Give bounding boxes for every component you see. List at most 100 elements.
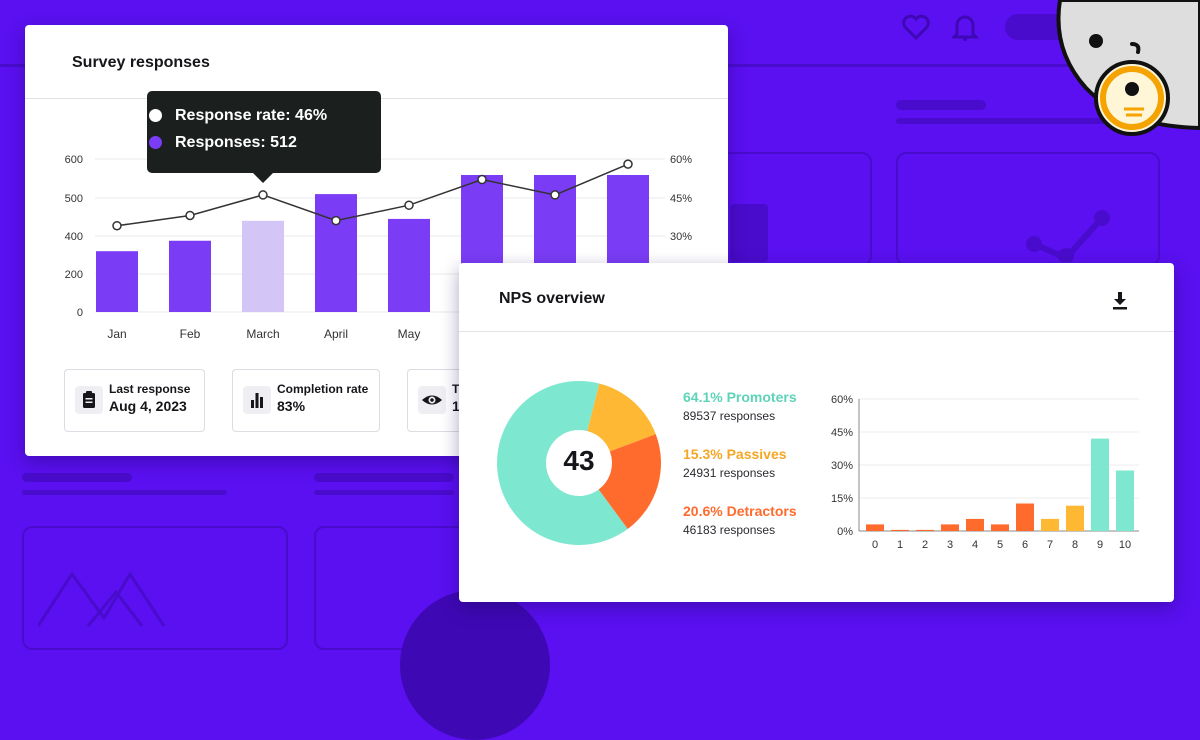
stat-label: Completion rate [277, 382, 369, 396]
x-tick-label: March [246, 327, 279, 341]
donut-slice [497, 381, 628, 545]
bar [891, 529, 909, 531]
legend-count: 24931 responses [683, 466, 776, 480]
y2-tick-label: 45% [670, 193, 692, 205]
bar [388, 218, 430, 312]
eye-icon [418, 386, 446, 414]
nps-score: 43 [563, 445, 595, 476]
bar [991, 524, 1009, 531]
x-tick-label: 0 [872, 539, 878, 551]
stat-value: 83% [277, 398, 306, 414]
clipboard-icon [75, 386, 103, 414]
stat-value: Aug 4, 2023 [109, 398, 187, 414]
x-tick-label: 1 [897, 539, 903, 551]
x-tick-label: 8 [1072, 539, 1078, 551]
x-tick-label: April [324, 327, 348, 341]
bar [242, 220, 284, 312]
y-tick-label: 500 [65, 193, 83, 205]
donut-slice [587, 383, 656, 452]
line-point [623, 159, 633, 169]
x-tick-label: 9 [1097, 539, 1103, 551]
bg-label [896, 100, 986, 110]
tooltip-rate-row: Response rate: 46% [149, 107, 328, 125]
bar [315, 194, 357, 312]
legend-pct: 20.6% Detractors [683, 503, 797, 519]
nps-donut-chart [497, 381, 661, 545]
heart-icon [902, 14, 930, 45]
bar [866, 524, 884, 531]
bar [941, 524, 959, 531]
x-tick-label: 5 [997, 539, 1003, 551]
y-tick-label: 30% [831, 460, 853, 472]
x-tick-label: 10 [1119, 539, 1131, 551]
mascot-illustration [1052, 0, 1200, 147]
survey-chart: 0 200 400 500 600 30% 45% 60% Jan Feb March April Ma… [65, 154, 693, 341]
tooltip-responses-row: Responses: 512 [149, 134, 297, 152]
rate-dot [149, 109, 162, 122]
legend-passives: 15.3% Passives 24931 responses [683, 446, 787, 480]
y-tick-label: 0 [77, 307, 83, 319]
legend-pct: 64.1% Promoters [683, 389, 797, 405]
bg-label [22, 473, 132, 482]
tooltip-arrow [252, 172, 274, 183]
nps-card: NPS overview 43 64.1% Promoters 89537 re… [459, 263, 1174, 602]
y-tick-label: 60% [831, 394, 853, 406]
bar [1091, 438, 1109, 531]
y-tick-label: 45% [831, 427, 853, 439]
y2-tick-label: 30% [670, 231, 692, 243]
legend-pct: 15.3% Passives [683, 446, 787, 462]
bar [1116, 470, 1134, 531]
bar [916, 529, 934, 531]
x-tick-label: 2 [922, 539, 928, 551]
y2-tick-label: 60% [670, 154, 692, 166]
bg-label [314, 473, 454, 482]
y-tick-label: 400 [65, 231, 83, 243]
bar [966, 518, 984, 531]
x-tick-label: Feb [180, 327, 201, 341]
survey-card-title: Survey responses [72, 54, 210, 71]
bg-circle [400, 590, 550, 740]
line-point [258, 190, 268, 200]
tooltip-rate: Response rate: 46% [175, 107, 328, 124]
line-point [550, 190, 560, 200]
bell-icon [950, 12, 980, 47]
line-point [112, 220, 122, 231]
line-point [185, 210, 195, 221]
y-tick-label: 600 [65, 154, 83, 166]
x-tick-label: 7 [1047, 539, 1053, 551]
response-rate-line [116, 163, 629, 227]
bg-block [730, 204, 768, 262]
tooltip-responses: Responses: 512 [175, 134, 297, 151]
stat-label: Last response [109, 382, 191, 396]
legend-promoters: 64.1% Promoters 89537 responses [683, 389, 797, 423]
stat-last-response[interactable]: Last response Aug 4, 2023 [64, 369, 205, 432]
x-tick-label: Jan [107, 327, 126, 341]
bar [169, 240, 211, 312]
bar [1066, 505, 1084, 531]
y-tick-label: 0% [837, 526, 853, 538]
stat-completion-rate[interactable]: Completion rate 83% [232, 369, 380, 432]
responses-dot [149, 136, 162, 149]
bar [1041, 518, 1059, 531]
x-tick-label: May [398, 327, 421, 341]
donut-slice [598, 434, 661, 529]
x-tick-label: 6 [1022, 539, 1028, 551]
download-icon[interactable] [1109, 289, 1131, 316]
divider [459, 331, 1174, 332]
y-tick-label: 200 [65, 269, 83, 281]
bg-label [22, 490, 227, 495]
analytics-icon [1026, 210, 1126, 267]
legend-count: 46183 responses [683, 523, 776, 537]
chart-tooltip: Response rate: 46% Responses: 512 [147, 91, 381, 183]
line-point [404, 200, 414, 210]
x-tick-label: 3 [947, 539, 953, 551]
mountain-icon [36, 566, 188, 633]
bg-label [314, 490, 454, 495]
nps-distribution-chart: 0% 15% 30% 45% 60% 0 1 2 3 4 5 6 7 8 9 10 [831, 394, 1139, 551]
y-tick-label: 15% [831, 493, 853, 505]
x-tick-label: 4 [972, 539, 978, 551]
line-point [477, 174, 487, 185]
bar [96, 251, 138, 312]
bar [1016, 503, 1034, 531]
legend-count: 89537 responses [683, 409, 776, 423]
